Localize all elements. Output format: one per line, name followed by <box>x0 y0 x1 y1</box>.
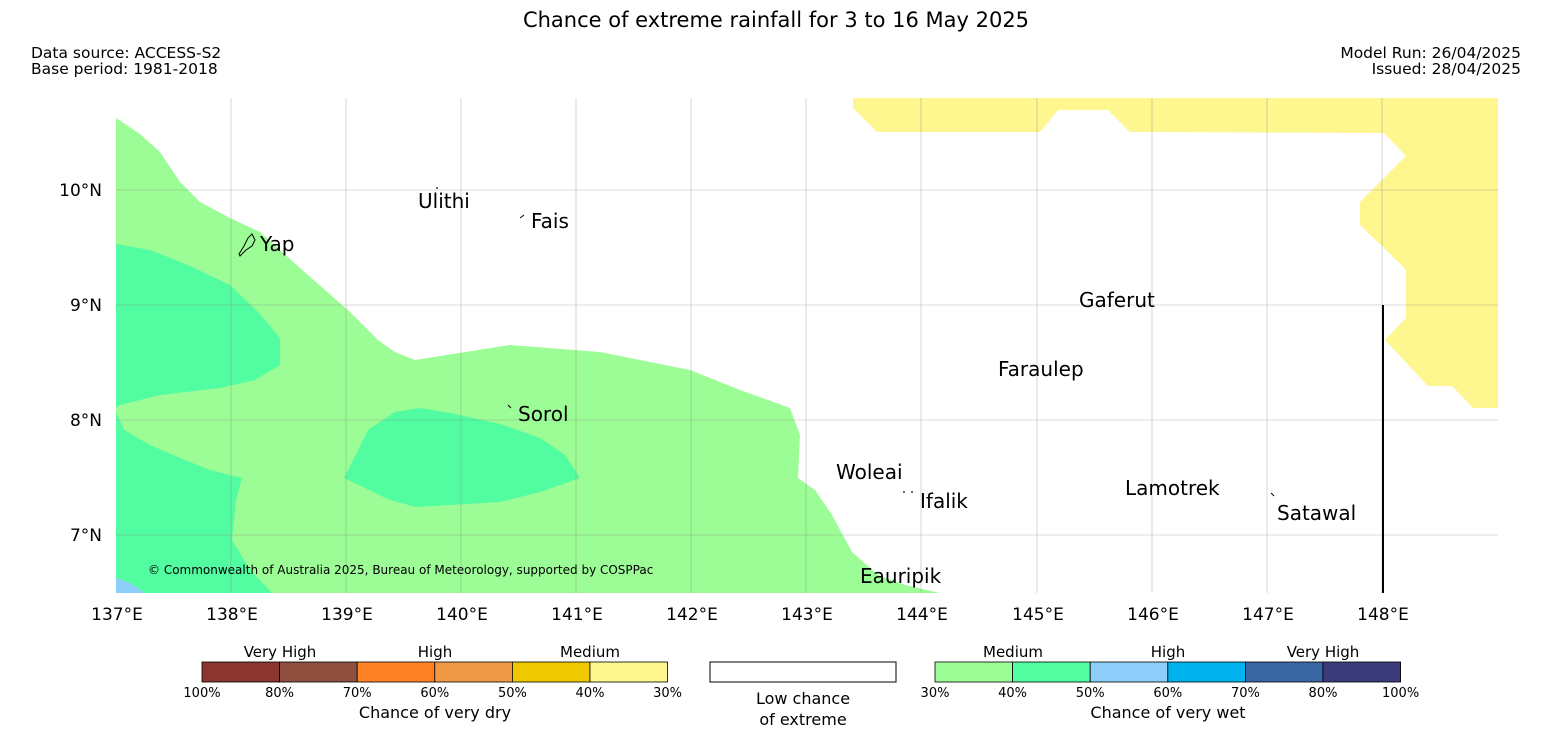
fais-island-mark <box>519 214 525 219</box>
legend-wet-swatch <box>1245 661 1324 683</box>
legend-wet-tick-label: 30% <box>921 686 950 701</box>
legend-dry-ticks: 100% 80% 70% 60% 50% 40% 30% <box>183 686 682 701</box>
legend-dry-heading-medium: Medium <box>560 643 620 661</box>
map-area: Ulithi Fais Yap Gaferut Faraulep Sorol W… <box>116 98 1498 593</box>
legend-dry-swatch <box>589 661 668 683</box>
place-label-faraulep: Faraulep <box>998 357 1084 381</box>
wet-medium-region <box>116 118 940 593</box>
legend-wet-tick-label: 40% <box>998 686 1027 701</box>
lat-label-9n: 9°N <box>70 296 102 316</box>
legend-wet-caption: Chance of very wet <box>1090 703 1245 722</box>
wet-medium-high-region <box>344 408 580 507</box>
legend-dry-tick-label: 30% <box>653 686 682 701</box>
lon-label-146e: 146°E <box>1127 605 1179 625</box>
legend-wet-ticks: 30% 40% 50% 60% 70% 80% 100% <box>921 686 1420 701</box>
legend-dry-tick-label: 40% <box>576 686 605 701</box>
woleai-island-mark <box>903 491 905 493</box>
lat-label-7n: 7°N <box>70 526 102 546</box>
lon-label-147e: 147°E <box>1242 605 1294 625</box>
legend-dry-heading-very-high: Very High <box>244 643 317 661</box>
place-label-yap: Yap <box>259 232 294 256</box>
legend-dry-heading-high: High <box>418 643 452 661</box>
legend-wet-tick-label: 80% <box>1309 686 1338 701</box>
legend-dry-colorbar <box>201 661 668 683</box>
legend-dry-tick-label: 50% <box>498 686 527 701</box>
ulithi-island-mark <box>436 187 438 189</box>
legend-dry-caption: Chance of very dry <box>359 703 511 722</box>
place-label-woleai: Woleai <box>836 460 903 484</box>
legend-wet-tick-label: 50% <box>1076 686 1105 701</box>
sorol-island-mark <box>507 404 512 409</box>
wet-medium-high-region <box>116 244 280 408</box>
legend-wet-swatch <box>1089 661 1169 683</box>
place-label-satawal: Satawal <box>1277 501 1356 525</box>
legend-dry-swatch <box>201 661 280 683</box>
legend-wet-heading-medium: Medium <box>983 643 1043 661</box>
legend-wet-tick-label: 100% <box>1382 686 1419 701</box>
lat-label-8n: 8°N <box>70 411 102 431</box>
legend-very-dry: Very High High Medium 100% 80% 70% 60% 50% 40… <box>183 643 682 722</box>
legend-wet-heading-high: High <box>1151 643 1185 661</box>
dry-medium-region <box>853 98 1498 408</box>
lon-label-142e: 142°E <box>666 605 718 625</box>
legend-low-chance: Low chance of extreme <box>709 661 897 729</box>
place-label-gaferut: Gaferut <box>1079 288 1155 312</box>
graticule <box>116 98 1498 593</box>
map-title: Chance of extreme rainfall for 3 to 16 M… <box>522 8 1030 32</box>
data-source-line: Data source: ACCESS-S2 <box>31 44 222 62</box>
legend-wet-swatch <box>1167 661 1246 683</box>
place-label-ifalik: Ifalik <box>920 489 968 513</box>
wet-high-region <box>116 578 145 593</box>
legend-wet-swatch <box>1322 661 1401 683</box>
base-period-line: Base period: 1981-2018 <box>31 60 218 78</box>
satawal-island-mark <box>1270 492 1275 497</box>
legend-wet-tick-label: 70% <box>1231 686 1260 701</box>
legend-wet-heading-very-high: Very High <box>1287 643 1360 661</box>
place-label-fais: Fais <box>531 209 569 233</box>
legend-dry-swatch <box>512 661 591 683</box>
latitude-labels: 10°N 9°N 8°N 7°N <box>59 181 102 546</box>
legend-wet-swatch <box>934 661 1013 683</box>
legend-dry-tick-label: 70% <box>343 686 372 701</box>
legend-dry-tick-label: 100% <box>183 686 220 701</box>
lon-label-141e: 141°E <box>551 605 603 625</box>
ifalik-island-mark <box>911 491 913 493</box>
longitude-labels: 137°E 138°E 139°E 140°E 141°E 142°E 143°… <box>91 605 1409 625</box>
model-run-line: Model Run: 26/04/2025 <box>1340 44 1521 62</box>
legend-low-chance-line2: of extreme <box>759 710 846 729</box>
place-label-ulithi: Ulithi <box>418 189 470 213</box>
lon-label-140e: 140°E <box>436 605 488 625</box>
lon-label-137e: 137°E <box>91 605 143 625</box>
legend-wet-swatch <box>1012 661 1091 683</box>
legend-dry-tick-label: 60% <box>420 686 449 701</box>
place-label-sorol: Sorol <box>518 402 569 426</box>
model-run-info: Model Run: 26/04/2025 Issued: 28/04/2025 <box>1340 45 1521 77</box>
lon-label-145e: 145°E <box>1012 605 1064 625</box>
lon-label-148e: 148°E <box>1357 605 1409 625</box>
issued-line: Issued: 28/04/2025 <box>1371 60 1521 78</box>
yap-island-outline <box>238 233 256 257</box>
place-label-lamotrek: Lamotrek <box>1125 476 1220 500</box>
legend-wet-colorbar <box>934 661 1401 683</box>
legend-low-chance-swatch <box>709 661 897 683</box>
legend-dry-swatch <box>434 661 513 683</box>
copyright-notice: © Commonwealth of Australia 2025, Bureau… <box>148 563 653 577</box>
lon-label-139e: 139°E <box>321 605 373 625</box>
lon-label-144e: 144°E <box>896 605 948 625</box>
wet-medium-high-region <box>116 412 272 593</box>
legend-dry-swatch <box>279 661 358 683</box>
legend-dry-tick-label: 80% <box>265 686 294 701</box>
legend-dry-swatch <box>356 661 436 683</box>
legend-wet-tick-label: 60% <box>1153 686 1182 701</box>
legend-low-chance-line1: Low chance <box>756 689 850 708</box>
data-source-info: Data source: ACCESS-S2 Base period: 1981… <box>31 45 221 77</box>
lon-label-138e: 138°E <box>206 605 258 625</box>
legend-very-wet: Medium High Very High 30% 40% 50% 60% 70% 80%… <box>921 643 1420 722</box>
lon-label-143e: 143°E <box>781 605 833 625</box>
place-label-eauripik: Eauripik <box>860 564 942 588</box>
lat-label-10n: 10°N <box>59 181 102 201</box>
